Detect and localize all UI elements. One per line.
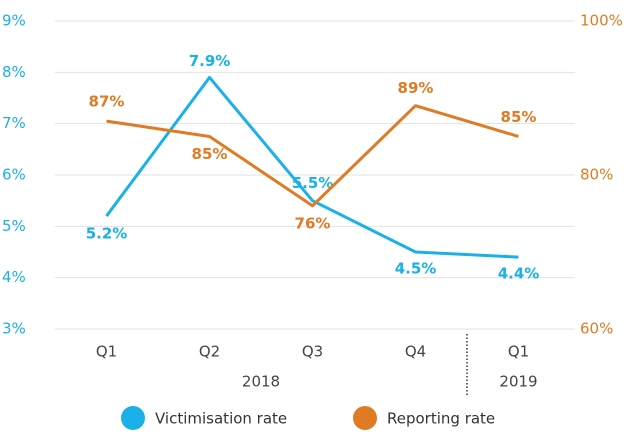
data-label: 5.2% xyxy=(86,225,128,243)
y2-tick-label: 100% xyxy=(580,12,623,30)
data-label: 5.5% xyxy=(292,174,334,192)
y2-tick-label: 60% xyxy=(580,320,613,338)
year-label: 2019 xyxy=(499,373,537,391)
series-line xyxy=(105,75,519,259)
data-label: 89% xyxy=(398,79,434,97)
data-label: 4.5% xyxy=(395,260,437,278)
data-label: 87% xyxy=(89,93,125,111)
year-label: 2018 xyxy=(242,373,280,391)
y-tick-label: 3% xyxy=(2,320,26,338)
y-tick-label: 8% xyxy=(2,63,26,81)
x-tick-label: Q1 xyxy=(508,343,529,361)
x-tick-label: Q3 xyxy=(302,343,323,361)
legend-swatch xyxy=(121,406,145,430)
y-tick-label: 7% xyxy=(2,114,26,132)
data-label: 85% xyxy=(192,145,228,163)
y-tick-label: 9% xyxy=(2,12,26,30)
y2-tick-label: 80% xyxy=(580,166,613,184)
data-label: 7.9% xyxy=(189,52,231,70)
x-tick-label: Q2 xyxy=(199,343,220,361)
y-tick-label: 5% xyxy=(2,217,26,235)
legend-swatch xyxy=(353,406,377,430)
y-tick-label: 6% xyxy=(2,166,26,184)
y-tick-label: 4% xyxy=(2,268,26,286)
x-tick-label: Q4 xyxy=(405,343,426,361)
data-label: 4.4% xyxy=(498,265,540,283)
legend-label: Victimisation rate xyxy=(155,410,287,428)
legend-label: Reporting rate xyxy=(387,410,495,428)
series-line xyxy=(106,104,519,208)
data-label: 76% xyxy=(295,214,331,232)
x-tick-label: Q1 xyxy=(96,343,117,361)
data-label: 85% xyxy=(501,108,537,126)
